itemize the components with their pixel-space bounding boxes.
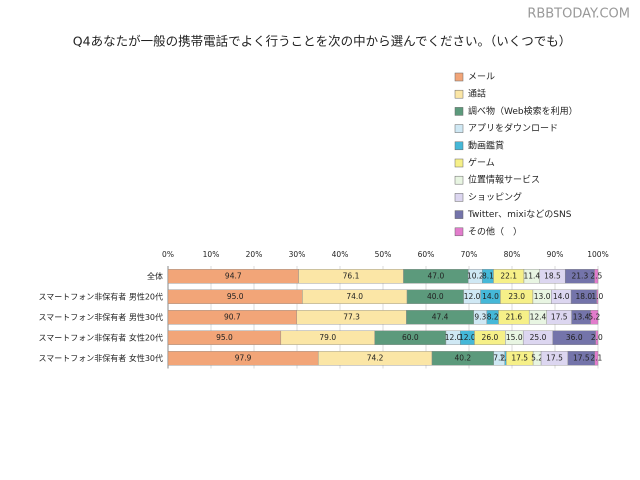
data-label: 5.2 bbox=[588, 312, 600, 321]
legend-swatch bbox=[454, 124, 464, 133]
x-tick-label: 40% bbox=[332, 250, 349, 259]
legend-swatch bbox=[454, 107, 464, 116]
legend-swatch bbox=[454, 227, 464, 237]
data-label: 74.0 bbox=[346, 292, 363, 301]
legend-swatch bbox=[454, 210, 464, 219]
x-tick-label: 30% bbox=[289, 250, 306, 259]
data-label: 8.1 bbox=[482, 271, 494, 280]
x-tick-label: 20% bbox=[246, 250, 263, 259]
data-label: 5.2 bbox=[531, 353, 543, 362]
data-label: 95.0 bbox=[216, 333, 233, 342]
x-tick-label: 10% bbox=[203, 250, 220, 259]
x-tick-label: 90% bbox=[547, 250, 564, 259]
data-label: 94.7 bbox=[225, 271, 242, 280]
watermark: RBBTODAY.COM bbox=[527, 7, 630, 22]
legend-label: メール bbox=[468, 73, 495, 83]
legend-swatch bbox=[454, 193, 464, 202]
data-label: 21.6 bbox=[505, 312, 522, 321]
bar-segment bbox=[595, 330, 599, 345]
x-tick-label: 0% bbox=[162, 250, 174, 259]
legend-swatch bbox=[454, 158, 464, 168]
data-label: 74.2 bbox=[367, 353, 384, 362]
legend-swatch bbox=[454, 141, 464, 151]
legend-swatch bbox=[454, 89, 464, 99]
bar-segment bbox=[594, 269, 599, 284]
bar-segment bbox=[590, 310, 599, 325]
legend-swatch bbox=[454, 175, 464, 185]
y-tick-label: スマートフォン非保有者 男性20代 bbox=[39, 291, 163, 301]
data-label: 90.7 bbox=[224, 312, 241, 321]
data-label: 79.0 bbox=[319, 333, 336, 342]
legend-label: 通話 bbox=[468, 88, 486, 100]
legend-label: ショッピング bbox=[468, 191, 522, 203]
data-label: 36.0 bbox=[566, 333, 583, 342]
data-label: 60.0 bbox=[402, 333, 419, 342]
legend-label: 調べ物（Web検索を利用） bbox=[468, 105, 578, 117]
data-label: 22.1 bbox=[500, 271, 517, 280]
data-label: 12.0 bbox=[445, 333, 462, 342]
data-label: 9.3 bbox=[474, 312, 486, 321]
data-label: 8.2 bbox=[487, 312, 499, 321]
y-tick-label: スマートフォン非保有者 女性20代 bbox=[39, 332, 163, 342]
x-tick-label: 60% bbox=[418, 250, 435, 259]
data-label: 11.4 bbox=[523, 271, 540, 280]
data-label: 97.9 bbox=[235, 353, 252, 362]
x-tick-label: 80% bbox=[504, 250, 521, 259]
data-label: 76.1 bbox=[343, 271, 360, 280]
data-label: 95.0 bbox=[227, 292, 244, 301]
x-tick-label: 70% bbox=[461, 250, 478, 259]
data-label: 17.5 bbox=[551, 312, 568, 321]
legend-label: ゲーム bbox=[468, 157, 495, 169]
data-label: 17.5 bbox=[573, 353, 590, 362]
data-label: 12.4 bbox=[530, 312, 547, 321]
legend-label: 位置情報サービス bbox=[468, 174, 540, 186]
y-tick-label: スマートフォン非保有者 男性30代 bbox=[39, 312, 163, 322]
y-tick-label: 全体 bbox=[147, 271, 163, 281]
data-label: 13.4 bbox=[573, 312, 590, 321]
bar-segment bbox=[594, 351, 599, 366]
data-label: 21.3 bbox=[572, 271, 589, 280]
data-label: 77.3 bbox=[343, 312, 360, 321]
legend-label: アプリをダウンロード bbox=[468, 122, 558, 134]
chart-title: Q4あなたが一般の携帯電話でよく行うことを次の中から選んでください。（いくつでも… bbox=[73, 34, 571, 49]
data-label: 15.0 bbox=[506, 333, 523, 342]
data-label: 1.0 bbox=[500, 353, 512, 362]
data-label: 18.5 bbox=[544, 271, 561, 280]
data-label: 17.5 bbox=[511, 353, 528, 362]
data-label: 18.0 bbox=[576, 292, 593, 301]
data-label: 40.0 bbox=[427, 292, 444, 301]
y-tick-label: スマートフォン非保有者 女性30代 bbox=[39, 353, 163, 363]
data-label: 13.0 bbox=[534, 292, 551, 301]
data-label: 14.0 bbox=[553, 292, 570, 301]
bar-segment bbox=[596, 289, 599, 304]
legend-swatch bbox=[454, 72, 464, 82]
data-label: 7.2 bbox=[493, 353, 505, 362]
data-label: 47.0 bbox=[428, 271, 445, 280]
data-label: 23.0 bbox=[508, 292, 525, 301]
data-label: 12.0 bbox=[459, 333, 476, 342]
x-tick-label: 50% bbox=[375, 250, 392, 259]
data-label: 2.0 bbox=[591, 333, 603, 342]
data-label: 10.2 bbox=[467, 271, 484, 280]
data-label: 14.0 bbox=[482, 292, 499, 301]
data-label: 40.2 bbox=[454, 353, 471, 362]
data-label: 47.4 bbox=[432, 312, 449, 321]
data-label: 1.0 bbox=[591, 292, 603, 301]
x-tick-label: 100% bbox=[587, 250, 608, 259]
data-label: 12.0 bbox=[464, 292, 481, 301]
data-label: 25.0 bbox=[530, 333, 547, 342]
data-label: 2.5 bbox=[590, 271, 602, 280]
data-label: 26.0 bbox=[482, 333, 499, 342]
legend-label: Twitter、mixiなどのSNS bbox=[467, 209, 572, 220]
legend-label: 動画鑑賞 bbox=[468, 139, 504, 151]
legend-label: その他（ ） bbox=[468, 225, 522, 237]
data-label: 2.1 bbox=[590, 353, 602, 362]
data-label: 17.5 bbox=[546, 353, 563, 362]
